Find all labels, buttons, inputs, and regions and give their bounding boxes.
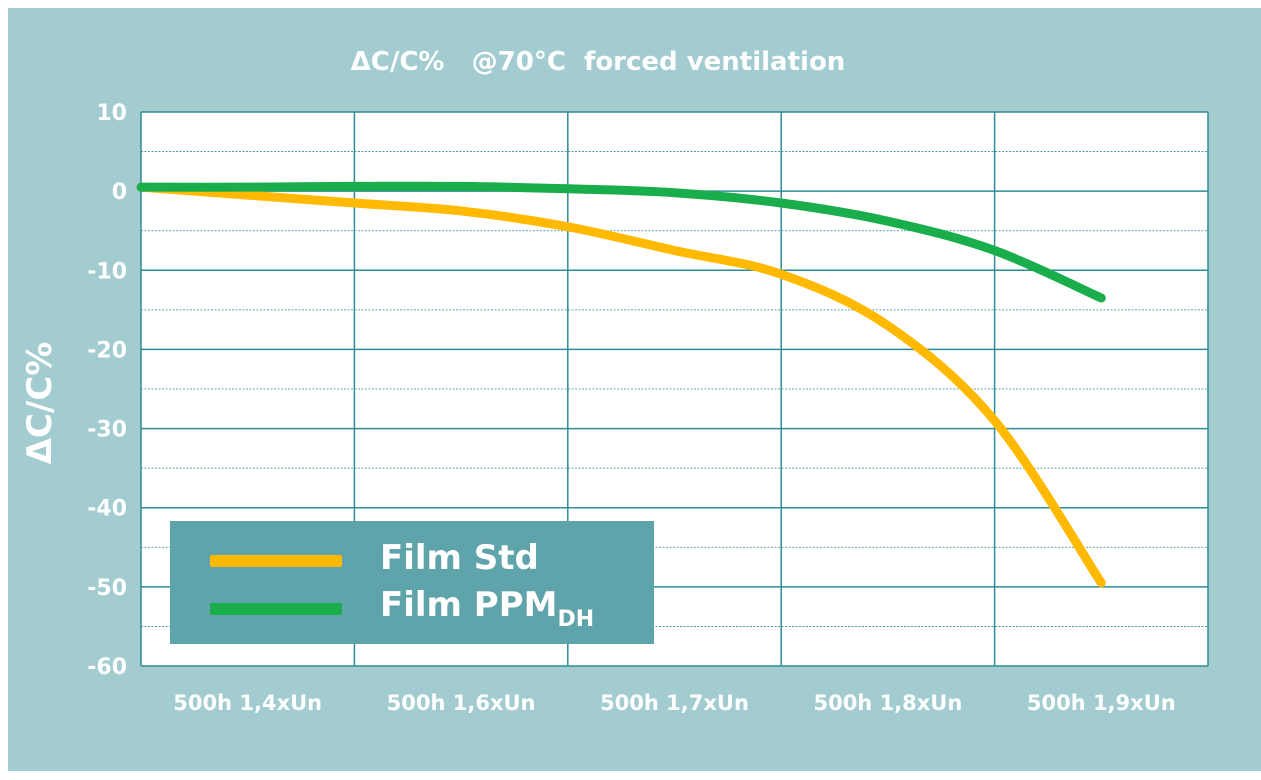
legend-swatch-film-std (210, 555, 342, 567)
x-tick-label: 500h 1,7xUn (600, 691, 749, 715)
x-tick-label: 500h 1,8xUn (813, 691, 962, 715)
series-line-film-std (136, 182, 1106, 588)
y-tick-label: -60 (87, 655, 127, 680)
legend-label-film-std: Film Std (380, 538, 539, 578)
line-chart: 100-10-20-30-40-50-60 500h 1,4xUn 500h 1,… (20, 47, 1209, 715)
y-axis-title: ΔC/C% (20, 342, 60, 465)
x-axis-tick-labels: 500h 1,4xUn 500h 1,6xUn 500h 1,7xUn 500h 1,… (173, 691, 1175, 715)
y-axis-tick-labels: 10 0 -10 -20 -30 -40 -50 -60 (87, 101, 127, 680)
y-tick-label: -40 (87, 497, 127, 522)
x-tick-label: 500h 1,4xUn (173, 691, 322, 715)
x-tick-label: 500h 1,6xUn (387, 691, 536, 715)
series-layer (136, 181, 1106, 588)
series-line-film-ppm-dh (136, 181, 1106, 303)
legend-item-film-ppm-dh: Film PPMDH (170, 577, 654, 637)
y-tick-label: 10 (96, 101, 127, 126)
y-tick-label: -50 (87, 576, 127, 601)
x-tick-label: 500h 1,9xUn (1027, 691, 1176, 715)
y-tick-label: -20 (87, 338, 127, 363)
legend: Film Std Film PPMDH (170, 521, 654, 644)
legend-label-film-ppm-dh: Film PPMDH (380, 585, 595, 632)
y-tick-label: 0 (112, 180, 127, 205)
chart-title: ΔC/C% @70°C forced ventilation (351, 47, 846, 77)
y-tick-label: -10 (87, 259, 127, 284)
legend-item-film-std: Film Std (170, 526, 654, 586)
chart-panel: 10 0 -10 -20 -30 -40 -50 -60 500h 1,4xUn 500h 1,… (8, 8, 1261, 771)
y-tick-label: -30 (87, 418, 127, 443)
legend-swatch-film-ppm-dh (210, 603, 342, 615)
